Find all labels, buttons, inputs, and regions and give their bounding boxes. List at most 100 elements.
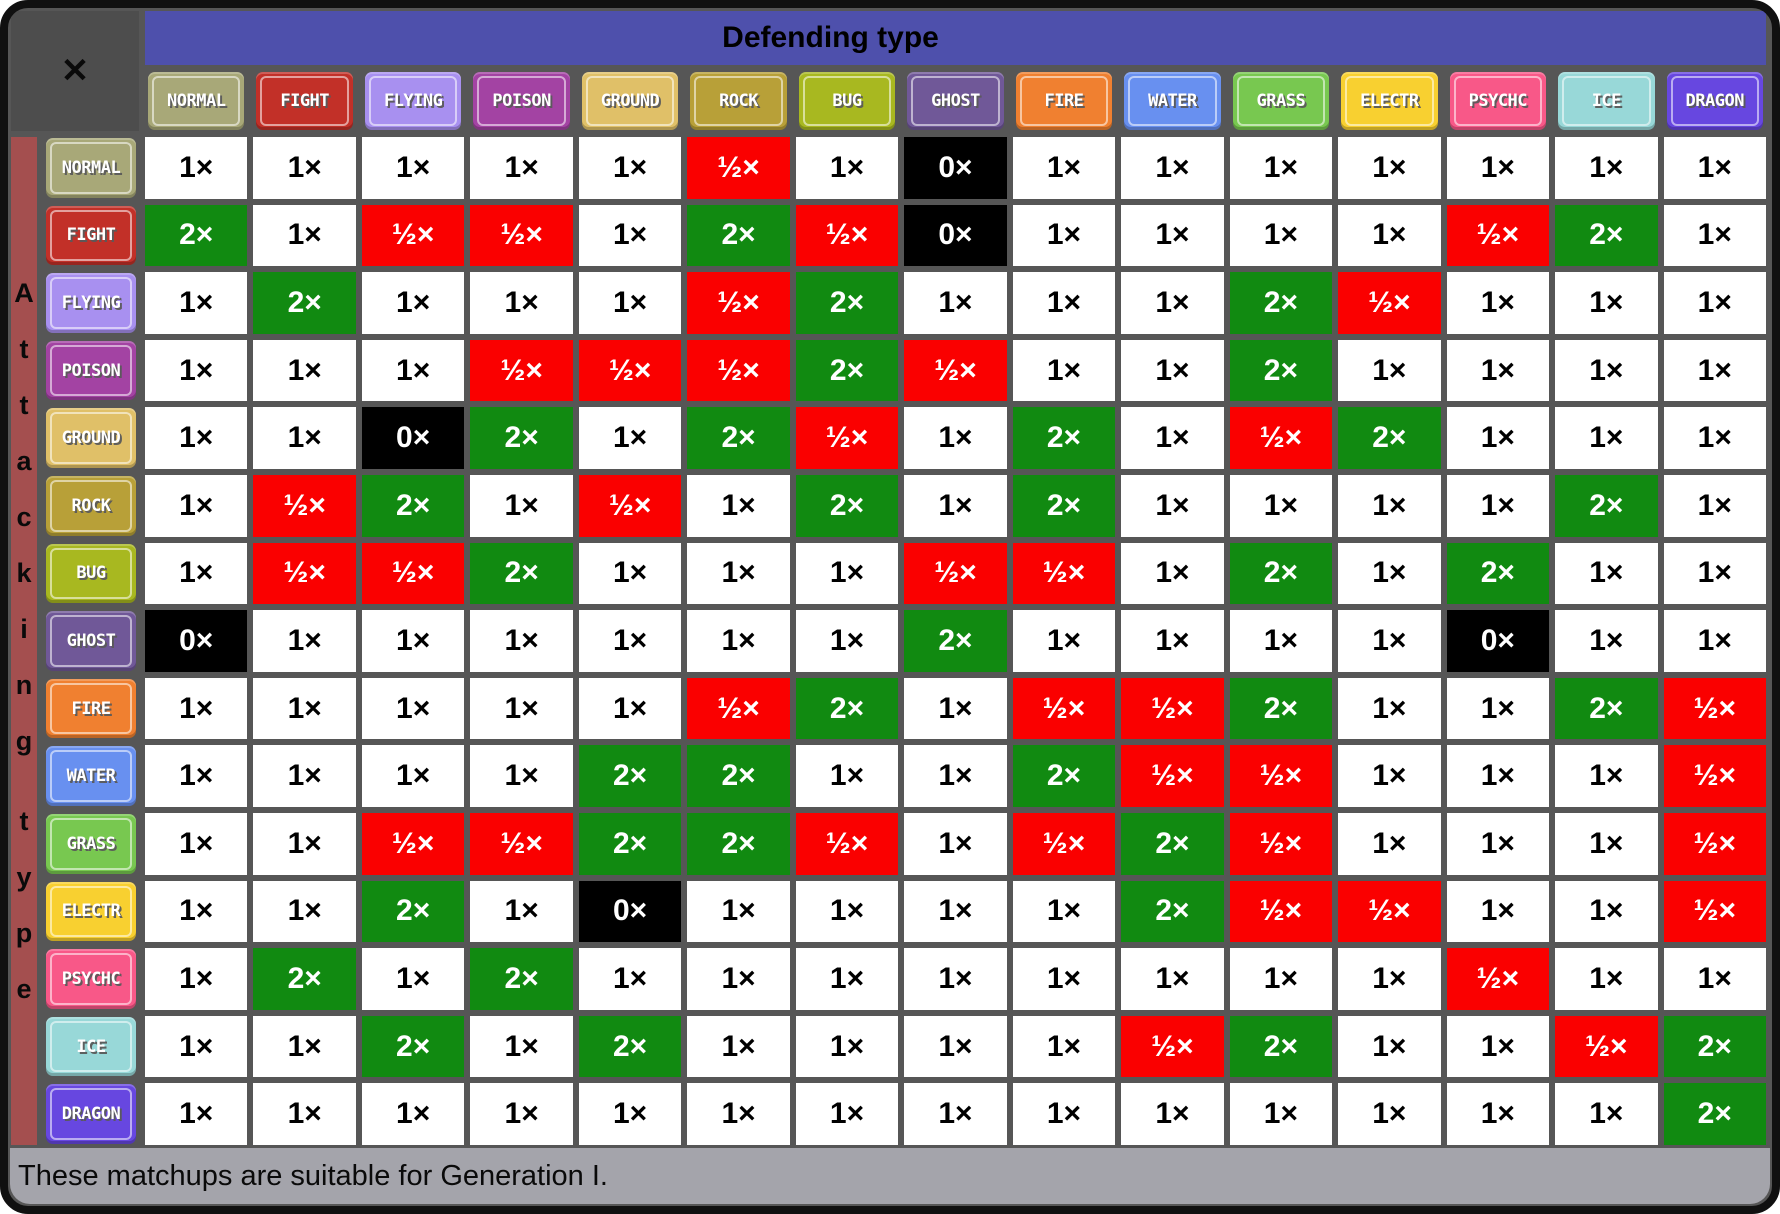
cell-ice-vs-dragon: 2× — [1663, 1015, 1766, 1078]
vertical-letter: t — [19, 805, 29, 836]
close-icon[interactable]: ✕ — [60, 52, 90, 90]
type-badge-label: FIRE — [71, 698, 111, 719]
cell-normal-vs-poison: 1× — [470, 137, 573, 199]
cell-rock-vs-ice: 2× — [1555, 474, 1658, 537]
cell-flying-vs-dragon: 1× — [1663, 272, 1766, 334]
col-type-badge-rock[interactable]: ROCK — [690, 72, 787, 130]
vertical-letter: e — [16, 973, 32, 1004]
cell-water-vs-bug: 1× — [795, 745, 899, 807]
cell-psychc-vs-bug: 1× — [795, 948, 899, 1010]
col-type-badge-bug[interactable]: BUG — [798, 72, 896, 130]
cell-normal-vs-ground: 1× — [578, 137, 682, 199]
row-type-badge-normal[interactable]: NORMAL — [46, 138, 136, 198]
close-button[interactable]: ✕ — [11, 11, 139, 131]
cell-ground-vs-fight: 1× — [253, 407, 356, 469]
cell-normal-vs-normal: 1× — [145, 137, 248, 199]
row-type-badge-fight[interactable]: FIGHT — [46, 205, 136, 266]
row-type-badge-psychc[interactable]: PSYCHC — [46, 949, 136, 1009]
cell-grass-vs-fight: 1× — [253, 812, 356, 875]
col-type-badge-water[interactable]: WATER — [1124, 72, 1221, 130]
type-badge-label: FLYING — [383, 91, 443, 111]
cell-ghost-vs-bug: 1× — [795, 610, 899, 672]
type-badge-label: BUG — [832, 91, 862, 111]
cell-poison-vs-electr: 1× — [1338, 339, 1441, 402]
cell-fire-vs-ground: 1× — [578, 677, 682, 740]
cell-psychc-vs-ice: 1× — [1555, 948, 1658, 1010]
vertical-letter: a — [16, 445, 32, 476]
col-type-badge-electr[interactable]: ELECTR — [1341, 72, 1438, 130]
vertical-letter: c — [16, 501, 32, 532]
cell-ground-vs-dragon: 1× — [1663, 407, 1766, 469]
col-type-badge-ice[interactable]: ICE — [1558, 72, 1655, 130]
vertical-letter: p — [15, 917, 33, 948]
cell-ice-vs-normal: 1× — [145, 1015, 248, 1078]
row-type-badge-ground[interactable]: GROUND — [46, 408, 136, 468]
row-type-badge-ghost[interactable]: GHOST — [46, 611, 136, 671]
row-type-badge-dragon[interactable]: DRAGON — [46, 1084, 136, 1144]
type-badge-label: WATER — [66, 766, 116, 787]
cell-fight-vs-ice: 2× — [1555, 204, 1658, 267]
cell-bug-vs-psychc: 2× — [1446, 542, 1550, 605]
col-type-badge-psychc[interactable]: PSYCHC — [1449, 72, 1547, 130]
cell-ghost-vs-rock: 1× — [687, 610, 790, 672]
col-type-badge-ghost[interactable]: GHOST — [907, 72, 1004, 130]
type-badge-label: ICE — [76, 1036, 106, 1057]
row-type-badge-grass[interactable]: GRASS — [46, 813, 136, 874]
col-type-badge-normal[interactable]: NORMAL — [148, 72, 245, 130]
type-badge-label: ELECTR — [61, 901, 121, 922]
cell-fire-vs-fight: 1× — [253, 677, 356, 740]
cell-dragon-vs-ice: 1× — [1555, 1083, 1658, 1145]
col-type-badge-ground[interactable]: GROUND — [581, 72, 679, 130]
cell-psychc-vs-ghost: 1× — [904, 948, 1007, 1010]
col-type-badge-fire[interactable]: FIRE — [1015, 72, 1113, 130]
cell-psychc-vs-flying: 1× — [361, 948, 465, 1010]
cell-dragon-vs-dragon: 2× — [1663, 1083, 1766, 1145]
row-type-badge-flying[interactable]: FLYING — [46, 273, 136, 333]
cell-ground-vs-poison: 2× — [470, 407, 573, 469]
cell-ground-vs-ice: 1× — [1555, 407, 1658, 469]
vertical-letter: n — [15, 669, 33, 700]
cell-fire-vs-psychc: 1× — [1446, 677, 1550, 740]
row-type-badge-electr[interactable]: ELECTR — [46, 881, 136, 942]
cell-grass-vs-rock: 2× — [687, 812, 790, 875]
cell-ice-vs-water: ½× — [1121, 1015, 1224, 1078]
vertical-letter: A — [14, 277, 34, 308]
cell-bug-vs-electr: 1× — [1338, 542, 1441, 605]
row-type-badge-water[interactable]: WATER — [46, 746, 136, 806]
cell-electr-vs-rock: 1× — [687, 880, 790, 943]
cell-ice-vs-fight: 1× — [253, 1015, 356, 1078]
cell-water-vs-ground: 2× — [578, 745, 682, 807]
row-type-badge-rock[interactable]: ROCK — [46, 475, 136, 536]
cell-psychc-vs-psychc: ½× — [1446, 948, 1550, 1010]
cell-ice-vs-electr: 1× — [1338, 1015, 1441, 1078]
type-badge-label: ELECTR — [1360, 91, 1419, 111]
cell-dragon-vs-fight: 1× — [253, 1083, 356, 1145]
col-type-badge-flying[interactable]: FLYING — [364, 72, 462, 130]
type-badge-label: FIGHT — [280, 91, 330, 111]
cell-ghost-vs-ice: 1× — [1555, 610, 1658, 672]
cell-rock-vs-fight: ½× — [253, 474, 356, 537]
row-type-badge-ice[interactable]: ICE — [46, 1016, 136, 1077]
row-type-badge-fire[interactable]: FIRE — [46, 678, 136, 739]
cell-normal-vs-grass: 1× — [1229, 137, 1333, 199]
col-type-badge-dragon[interactable]: DRAGON — [1666, 72, 1763, 130]
col-type-badge-fight[interactable]: FIGHT — [256, 72, 353, 130]
col-type-badge-poison[interactable]: POISON — [473, 72, 570, 130]
cell-flying-vs-fight: 2× — [253, 272, 356, 334]
cell-dragon-vs-rock: 1× — [687, 1083, 790, 1145]
cell-fight-vs-fire: 1× — [1012, 204, 1116, 267]
col-type-badge-grass[interactable]: GRASS — [1232, 72, 1330, 130]
cell-normal-vs-rock: ½× — [687, 137, 790, 199]
cell-ghost-vs-psychc: 0× — [1446, 610, 1550, 672]
row-type-badge-poison[interactable]: POISON — [46, 340, 136, 401]
cell-psychc-vs-ground: 1× — [578, 948, 682, 1010]
type-badge-label: FLYING — [61, 292, 121, 313]
type-badge-label: GHOST — [931, 91, 980, 111]
cell-dragon-vs-fire: 1× — [1012, 1083, 1116, 1145]
row-type-badge-bug[interactable]: BUG — [46, 543, 136, 604]
cell-fire-vs-electr: 1× — [1338, 677, 1441, 740]
cell-poison-vs-dragon: 1× — [1663, 339, 1766, 402]
type-badge-label: POISON — [61, 360, 121, 381]
